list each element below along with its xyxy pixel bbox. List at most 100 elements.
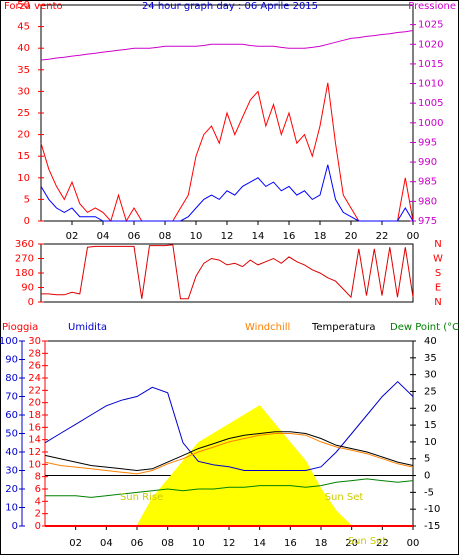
y2-tick-label: 1010 bbox=[418, 79, 443, 90]
annotation: Sun Rise bbox=[120, 492, 163, 503]
chart-title: 24 hour graph day : 06 Aprile 2015 bbox=[142, 1, 318, 12]
y-tick-label: 0 bbox=[24, 216, 30, 227]
x-tick-label: 12 bbox=[223, 538, 236, 549]
y-tick-label: 40 bbox=[17, 43, 30, 54]
y-tick-label: 40 bbox=[5, 447, 18, 458]
y2-tick-label: 980 bbox=[418, 196, 437, 207]
compass-label: S bbox=[435, 268, 441, 279]
x-tick-label: 02 bbox=[66, 231, 79, 242]
x-tick-label: 04 bbox=[97, 231, 110, 242]
y3-tick-label: 4 bbox=[35, 496, 41, 507]
y-tick-label: 50 bbox=[17, 0, 30, 11]
y-tick-label: 270 bbox=[15, 254, 34, 265]
y3-tick-label: 28 bbox=[28, 348, 41, 359]
x-tick-label: 06 bbox=[131, 538, 144, 549]
y2-tick-label: 30 bbox=[424, 370, 437, 381]
x-tick-label: 14 bbox=[253, 538, 266, 549]
x-tick-label: 08 bbox=[161, 538, 174, 549]
annotation: Sun Set bbox=[348, 536, 387, 547]
x-tick-label: 08 bbox=[159, 231, 172, 242]
y-tick-label: 10 bbox=[5, 503, 18, 514]
y-tick-label: 25 bbox=[17, 108, 30, 119]
y2-tick-label: 1025 bbox=[418, 20, 443, 31]
y3-tick-label: 18 bbox=[28, 410, 41, 421]
series-line bbox=[40, 164, 414, 222]
y-tick-label: 10 bbox=[17, 173, 30, 184]
y2-tick-label: 40 bbox=[424, 336, 437, 347]
series-label: Pioggia bbox=[2, 322, 38, 333]
x-tick-label: 22 bbox=[376, 231, 389, 242]
x-tick-label: 16 bbox=[283, 231, 296, 242]
series-label: Umidita bbox=[68, 322, 107, 333]
series-line bbox=[45, 478, 414, 498]
y3-tick-label: 12 bbox=[28, 447, 41, 458]
series-label: Dew Point (°C bbox=[390, 322, 459, 333]
y3-tick-label: 2 bbox=[35, 509, 41, 520]
x-tick-label: 20 bbox=[345, 231, 358, 242]
y3-tick-label: 20 bbox=[28, 398, 41, 409]
y2-tick-label: 1020 bbox=[418, 39, 443, 50]
y3-tick-label: 16 bbox=[28, 422, 41, 433]
y2-tick-label: 1005 bbox=[418, 98, 443, 109]
y-tick-label: 180 bbox=[15, 268, 34, 279]
compass-label: W bbox=[433, 254, 443, 265]
y2-tick-label: 25 bbox=[424, 386, 437, 397]
pressure-label: Pressione bbox=[408, 1, 456, 12]
x-tick-label: 00 bbox=[407, 538, 420, 549]
series-label: Windchill bbox=[245, 322, 290, 333]
y2-tick-label: 0 bbox=[424, 471, 430, 482]
y3-tick-label: 14 bbox=[28, 435, 41, 446]
compass-label: E bbox=[435, 283, 441, 294]
y-tick-label: 5 bbox=[24, 194, 30, 205]
y-tick-label: 360 bbox=[15, 239, 34, 250]
y-tick-label: 0 bbox=[28, 297, 34, 308]
y2-tick-label: 5 bbox=[424, 454, 430, 465]
y-tick-label: 60 bbox=[5, 410, 18, 421]
series-line bbox=[41, 244, 414, 300]
series-line bbox=[40, 30, 414, 61]
x-tick-label: 18 bbox=[315, 538, 328, 549]
y3-tick-label: 30 bbox=[28, 336, 41, 347]
y-tick-label: 35 bbox=[17, 65, 30, 76]
series-line bbox=[40, 82, 414, 223]
wind-label: Forza vento bbox=[4, 1, 63, 12]
x-tick-label: 20 bbox=[345, 538, 358, 549]
y3-tick-label: 0 bbox=[35, 521, 41, 532]
y2-tick-label: -5 bbox=[424, 487, 434, 498]
y3-tick-label: 26 bbox=[28, 361, 41, 372]
y2-tick-label: 975 bbox=[418, 216, 437, 227]
y2-tick-label: 10 bbox=[424, 437, 437, 448]
y3-tick-label: 24 bbox=[28, 373, 41, 384]
y-tick-label: 90 bbox=[5, 355, 18, 366]
x-tick-label: 06 bbox=[128, 231, 141, 242]
y-tick-label: 30 bbox=[5, 466, 18, 477]
y-tick-label: 100 bbox=[0, 336, 18, 347]
y-tick-label: 90 bbox=[21, 283, 34, 294]
x-tick-label: 14 bbox=[252, 231, 265, 242]
y3-tick-label: 22 bbox=[28, 385, 41, 396]
annotation: Sun Set bbox=[325, 492, 364, 503]
x-tick-label: 02 bbox=[69, 538, 82, 549]
y2-tick-label: 15 bbox=[424, 420, 437, 431]
y-tick-label: 30 bbox=[17, 86, 30, 97]
y-tick-label: 15 bbox=[17, 151, 30, 162]
y2-tick-label: 20 bbox=[424, 403, 437, 414]
x-tick-label: 10 bbox=[192, 538, 205, 549]
y-tick-label: 70 bbox=[5, 392, 18, 403]
y2-tick-label: 1015 bbox=[418, 59, 443, 70]
x-tick-label: 12 bbox=[221, 231, 234, 242]
y2-tick-label: -10 bbox=[424, 504, 440, 515]
y-tick-label: 0 bbox=[12, 521, 18, 532]
y-tick-label: 50 bbox=[5, 429, 18, 440]
y-tick-label: 20 bbox=[5, 484, 18, 495]
y2-tick-label: 990 bbox=[418, 157, 437, 168]
compass-label: N bbox=[434, 297, 441, 308]
y3-tick-label: 6 bbox=[35, 484, 41, 495]
x-tick-label: 18 bbox=[314, 231, 327, 242]
series-label: Temperatura bbox=[311, 322, 376, 333]
y2-tick-label: 35 bbox=[424, 353, 437, 364]
compass-label: N bbox=[434, 239, 441, 250]
y3-tick-label: 8 bbox=[35, 472, 41, 483]
x-tick-label: 10 bbox=[190, 231, 203, 242]
